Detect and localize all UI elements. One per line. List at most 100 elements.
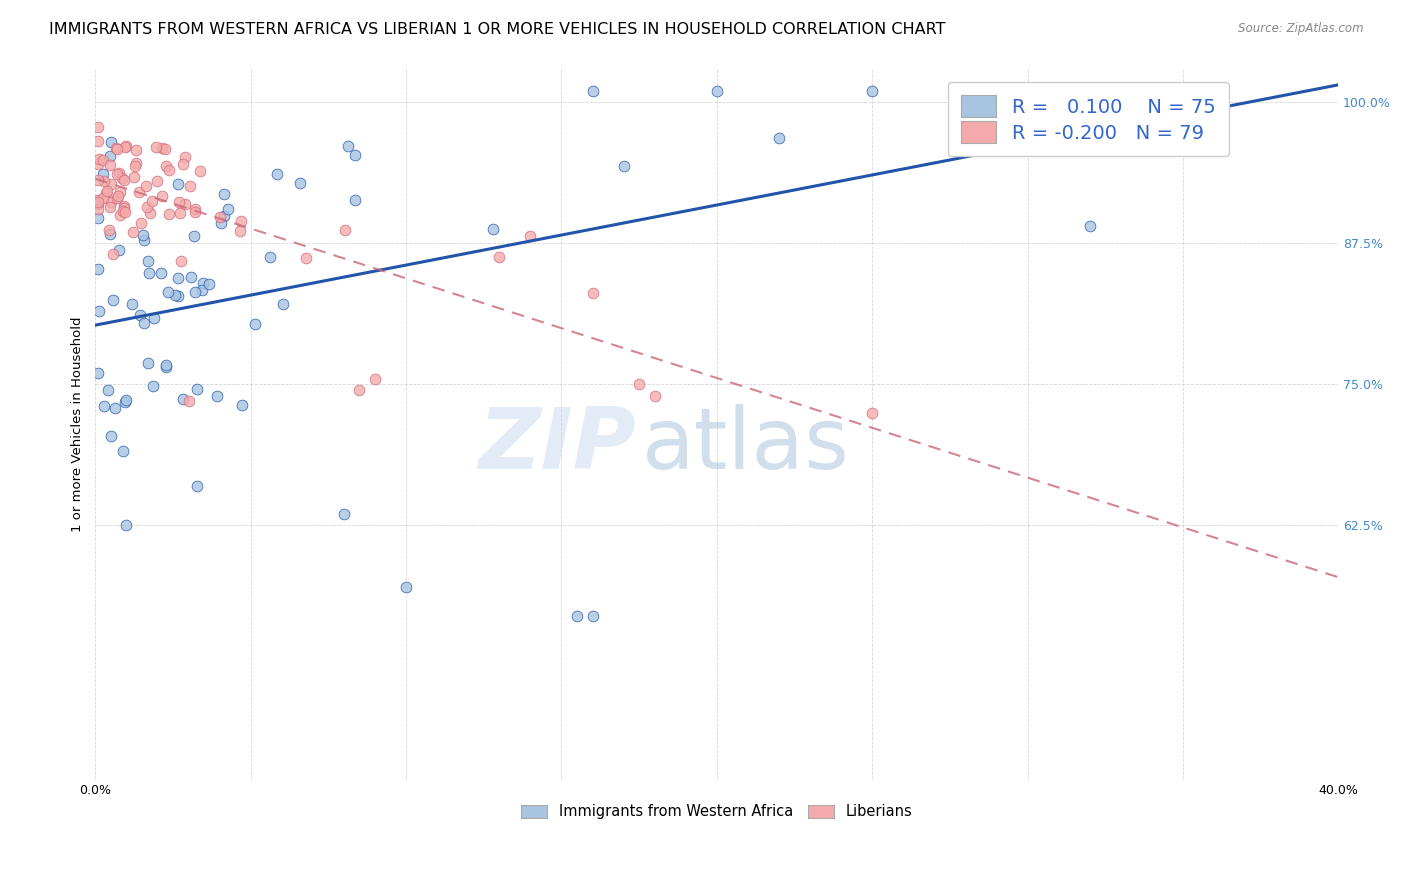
Point (87, 261, 110, 276)
Point (343, 148, 366, 162)
Point (100, 428, 122, 442)
Point (295, 251, 318, 265)
Point (173, 150, 195, 164)
Point (101, 293, 124, 307)
Point (209, 216, 232, 230)
Point (98, 227, 121, 242)
Text: atlas: atlas (643, 404, 851, 487)
Point (231, 399, 253, 413)
Point (87, 157, 110, 171)
Point (184, 202, 207, 216)
Point (115, 392, 138, 407)
Point (155, 159, 177, 173)
Point (112, 172, 135, 186)
Point (107, 142, 129, 156)
Point (155, 360, 177, 375)
Point (136, 356, 159, 370)
Point (581, 286, 603, 301)
Point (101, 247, 124, 261)
Point (125, 143, 148, 157)
Point (174, 197, 197, 211)
Point (132, 227, 155, 242)
Point (217, 202, 239, 217)
Point (87, 194, 110, 209)
Point (87, 193, 110, 207)
Point (860, 406, 883, 420)
Point (209, 210, 232, 224)
Point (565, 608, 588, 623)
Point (581, 608, 603, 623)
Point (136, 254, 159, 268)
Point (145, 174, 167, 188)
Point (107, 189, 129, 203)
Point (335, 223, 357, 237)
Point (628, 377, 651, 392)
Point (135, 178, 157, 193)
Point (273, 297, 295, 311)
Point (98, 200, 121, 214)
Point (186, 382, 208, 396)
Point (129, 216, 152, 230)
Point (103, 401, 125, 415)
Point (288, 176, 311, 190)
Point (111, 444, 134, 458)
Point (157, 163, 180, 178)
Point (188, 163, 211, 178)
Point (87, 202, 110, 217)
Point (93, 399, 115, 413)
Point (184, 204, 207, 219)
Point (100, 195, 122, 210)
Point (91, 167, 114, 181)
Point (87, 211, 110, 225)
Point (177, 394, 200, 409)
Point (107, 243, 129, 257)
Point (581, 84, 603, 98)
Point (184, 285, 207, 300)
Point (100, 135, 122, 149)
Point (122, 169, 145, 184)
Point (142, 379, 165, 393)
Point (205, 389, 228, 403)
Point (214, 187, 236, 202)
Point (336, 139, 359, 153)
Point (186, 479, 208, 493)
Point (166, 270, 188, 285)
Point (395, 581, 418, 595)
Point (955, 84, 977, 98)
Point (768, 131, 790, 145)
Point (172, 157, 194, 171)
Point (141, 194, 163, 208)
Point (1078, 84, 1101, 98)
Text: ZIP: ZIP (478, 404, 636, 487)
Point (167, 195, 190, 210)
Point (229, 214, 252, 228)
Point (214, 209, 236, 223)
Point (228, 224, 250, 238)
Point (243, 317, 266, 331)
Point (266, 167, 288, 181)
Point (165, 288, 187, 302)
Point (157, 207, 180, 221)
Point (93, 174, 115, 188)
Point (157, 285, 180, 300)
Point (1109, 84, 1132, 98)
Point (706, 84, 728, 98)
Point (115, 518, 138, 533)
Point (98, 158, 121, 172)
Point (349, 383, 371, 397)
Point (105, 167, 128, 181)
Point (519, 229, 541, 244)
Point (87, 366, 110, 380)
Point (122, 225, 145, 239)
Point (191, 283, 214, 297)
Point (1078, 219, 1101, 234)
Point (1017, 84, 1039, 98)
Point (112, 199, 135, 213)
Point (114, 204, 136, 219)
Point (155, 358, 177, 372)
Point (172, 392, 194, 407)
Point (87, 134, 110, 148)
Point (169, 206, 191, 220)
Point (108, 208, 131, 222)
Y-axis label: 1 or more Vehicles in Household: 1 or more Vehicles in Household (72, 316, 84, 532)
